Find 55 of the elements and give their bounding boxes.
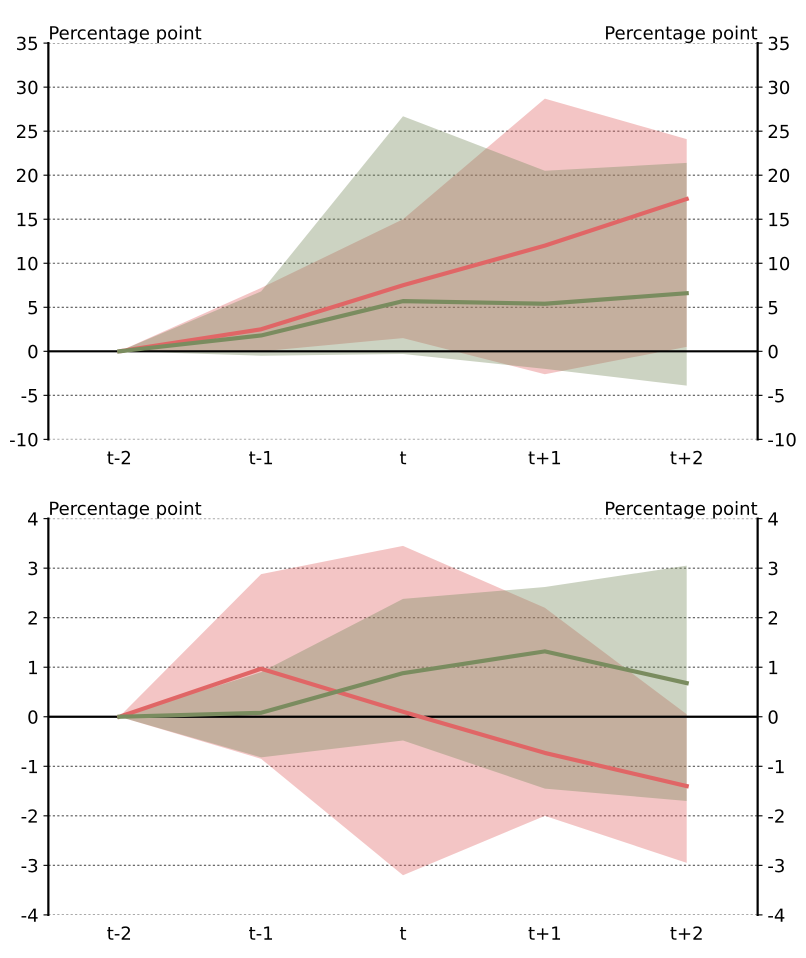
y-tick-label: -4 (22, 908, 38, 922)
y-tick-label: 15 (18, 212, 38, 226)
y-tick-label: 3 (28, 562, 38, 576)
y-tick-label: -2 (22, 809, 37, 823)
y-tick-label: 1 (29, 660, 37, 674)
y-axis-title: Percentage point (50, 501, 202, 519)
x-tick-label: t (400, 452, 406, 464)
y-tick-label: 20 (16, 168, 38, 182)
x-tick-label: t-1 (249, 926, 272, 940)
x-tick-label: t+1 (528, 451, 560, 464)
y-tick-label: 0 (28, 344, 38, 358)
y2-tick-label: 4 (768, 512, 778, 526)
y2-tick-label: -5 (768, 389, 784, 402)
y2-tick-label: 15 (769, 212, 789, 226)
y2-tick-label: -4 (768, 908, 784, 922)
y-tick-label: 35 (17, 36, 38, 50)
y2-axis-title: Percentage point (606, 26, 758, 44)
x-tick-label: t+2 (670, 926, 702, 940)
y-tick-label: 0 (28, 710, 38, 724)
y-tick-label: 30 (17, 80, 38, 94)
y2-tick-label: 25 (768, 124, 789, 138)
x-tick-label: t+1 (528, 926, 560, 940)
y-tick-label: -5 (22, 389, 38, 402)
y2-axis-title: Percentage point (606, 501, 758, 519)
y2-tick-label: 30 (768, 80, 790, 94)
y-tick-label: -10 (10, 432, 38, 446)
y2-tick-label: 0 (768, 710, 778, 724)
y2-tick-label: -3 (768, 858, 784, 872)
y-tick-label: -1 (22, 760, 37, 774)
x-tick-label: t+2 (670, 450, 702, 464)
y2-tick-label: -2 (768, 809, 784, 823)
y2-tick-label: -10 (768, 432, 796, 446)
y2-tick-label: 0 (768, 344, 778, 358)
line-series (117, 666, 689, 788)
y-tick-label: 2 (28, 611, 37, 625)
y-tick-label: 25 (16, 124, 38, 138)
y2-tick-label: 2 (768, 611, 778, 625)
y2-tick-label: 10 (769, 256, 790, 270)
y2-tick-label: -1 (768, 760, 784, 774)
line-series (117, 291, 689, 354)
y-tick-label: -3 (22, 858, 38, 872)
x-tick-label: t-2 (107, 926, 130, 940)
x-tick-label: t-1 (249, 451, 272, 464)
y2-tick-label: 3 (768, 562, 778, 576)
y2-tick-label: 20 (768, 168, 790, 182)
y-tick-label: 10 (18, 256, 38, 270)
y2-tick-label: 5 (768, 300, 778, 314)
y-axis-title: Percentage point (50, 26, 202, 44)
y-tick-label: 5 (28, 300, 38, 314)
y2-tick-label: 1 (769, 660, 778, 674)
y2-tick-label: 35 (768, 36, 789, 50)
x-tick-label: t (400, 927, 406, 940)
line-series (117, 649, 689, 719)
x-tick-label: t-2 (107, 450, 130, 464)
y-tick-label: 4 (28, 512, 38, 526)
